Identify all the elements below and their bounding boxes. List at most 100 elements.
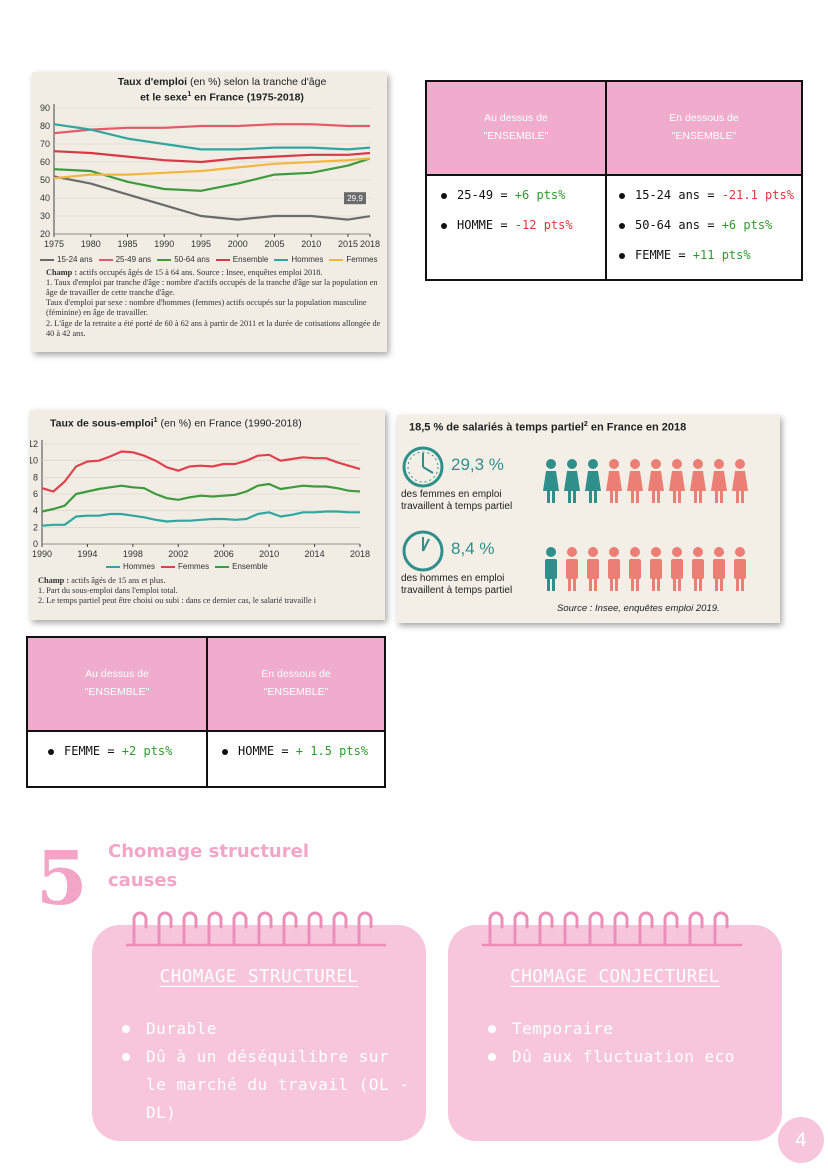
- binder-rings-icon: [482, 911, 742, 947]
- ring: [588, 911, 604, 947]
- woman-icon: [690, 459, 706, 503]
- man-icon: [608, 547, 620, 591]
- legend-swatch: [161, 565, 176, 568]
- chart-legend: Hommes Femmes Ensemble: [100, 562, 268, 571]
- table-header-below: En dessous de "ENSEMBLE": [206, 636, 386, 732]
- legend-label: 15-24 ans: [57, 255, 93, 264]
- man-icon: [650, 547, 662, 591]
- series-line-hommes: [41, 510, 360, 527]
- ring: [232, 911, 248, 947]
- ring: [488, 911, 504, 947]
- legend-label: Femmes: [178, 562, 210, 571]
- list-item: FEMME = +11 pts%: [613, 248, 801, 262]
- x-tick-label: 2010: [259, 549, 279, 559]
- x-tick-label: 2015: [338, 239, 358, 249]
- legend-swatch: [106, 565, 120, 568]
- x-tick-label: 2018: [360, 239, 380, 249]
- women-pictogram-row: [543, 459, 748, 503]
- y-tick-label: 0: [33, 539, 38, 549]
- y-tick-label: 6: [33, 489, 38, 499]
- table-cell-below: HOMME = + 1.5 pts%: [206, 730, 386, 788]
- list-item: FEMME = +2 pts%: [42, 744, 206, 758]
- chart-notes: Champ : actifs âgés de 15 ans et plus. 1…: [38, 576, 317, 606]
- series-line-ensemble: [53, 150, 371, 164]
- table-header-below: En dessous de "ENSEMBLE": [605, 80, 803, 176]
- ring: [613, 911, 629, 947]
- card-list: Durable Dû à un déséquilibre sur le marc…: [116, 1015, 416, 1127]
- legend-swatch: [215, 258, 230, 261]
- man-icon: [629, 547, 641, 591]
- ring: [663, 911, 679, 947]
- man-icon: [713, 547, 725, 591]
- man-icon: [587, 547, 599, 591]
- ring: [563, 911, 579, 947]
- series-line-femmes: [41, 450, 361, 493]
- employment-comparison-table: Au dessus de "ENSEMBLE" En dessous de "ENS…: [425, 80, 803, 281]
- legend-swatch: [40, 258, 54, 261]
- legend-label: Hommes: [123, 562, 156, 571]
- man-icon: [692, 547, 704, 591]
- x-tick-label: 2018: [350, 549, 370, 559]
- legend-label: Femmes: [346, 255, 378, 264]
- underemployment-plot: 0 2 4 6 8 10 12 1990 1994 1998 2002 2006 2010 2014 201…: [30, 439, 370, 559]
- ring: [157, 911, 173, 947]
- legend-label: 25-49 ans: [115, 255, 152, 264]
- table-header-above: Au dessus de "ENSEMBLE": [425, 80, 607, 176]
- list-item: HOMME = -12 pts%: [435, 218, 605, 232]
- y-tick-label: 20: [40, 229, 50, 239]
- table-cell-above: FEMME = +2 pts%: [26, 730, 208, 788]
- x-tick-label: 1994: [77, 549, 97, 559]
- y-tick-label: 12: [30, 439, 38, 449]
- end-value-badge: [344, 192, 366, 205]
- ring: [182, 911, 198, 947]
- list-item: HOMME = + 1.5 pts%: [216, 744, 384, 758]
- ring: [713, 911, 729, 947]
- underemployment-chart-photo: Taux de sous-emploi1 (en %) en France (1…: [30, 410, 385, 620]
- legend-swatch: [98, 258, 113, 261]
- x-tick-label: 2000: [228, 239, 248, 249]
- legend-label: Ensemble: [232, 255, 269, 264]
- series-line-hommes: [53, 123, 371, 151]
- infographic-source: Source : Insee, enquêtes emploi 2019.: [557, 603, 720, 614]
- legend-swatch: [157, 258, 172, 261]
- employment-rate-chart-photo: Taux d'emploi (en %) selon la tranche d'…: [32, 72, 387, 352]
- list-item: Dû à un déséquilibre sur le marché du tr…: [116, 1043, 416, 1127]
- underemployment-comparison-table: Au dessus de "ENSEMBLE" En dessous de "ENS…: [26, 636, 386, 788]
- ring: [357, 911, 373, 947]
- series-line-25-49-ans: [53, 123, 370, 135]
- card-heading: CHOMAGE STRUCTUREL: [159, 967, 359, 987]
- y-tick-label: 80: [40, 121, 50, 131]
- chart-legend: 15-24 ans 25-49 ans 50-64 ans Ensemble Homme…: [34, 255, 378, 264]
- men-pictogram-row: [545, 547, 746, 591]
- man-icon: [545, 547, 557, 591]
- infographic-title: 18,5 % de salariés à temps partiel2 en F…: [409, 421, 687, 434]
- x-tick-label: 1990: [32, 549, 52, 559]
- part-time-infographic-photo: 18,5 % de salariés à temps partiel2 en F…: [397, 415, 780, 623]
- woman-icon: [648, 459, 664, 503]
- woman-icon: [585, 459, 601, 503]
- x-tick-label: 1995: [191, 239, 211, 249]
- legend-swatch: [274, 258, 289, 261]
- woman-icon: [732, 459, 748, 503]
- woman-icon: [564, 459, 580, 503]
- clock-icon: [402, 530, 444, 572]
- woman-icon: [543, 459, 559, 503]
- list-item: Durable: [116, 1015, 416, 1043]
- x-tick-label: 1980: [81, 239, 101, 249]
- y-tick-label: 30: [40, 211, 50, 221]
- woman-icon: [669, 459, 685, 503]
- y-tick-label: 70: [40, 139, 50, 149]
- man-icon: [566, 547, 578, 591]
- table-cell-above: 25-49 = +6 pts% HOMME = -12 pts%: [425, 174, 607, 281]
- employment-rate-plot: 20 30 40 50 60 70 80 90 1975 1980 1985 1990 1995 2000…: [40, 103, 380, 249]
- men-caption: des hommes en emploi travaillent à temps …: [401, 573, 513, 596]
- legend-swatch: [329, 258, 344, 261]
- list-item: Dû aux fluctuation eco: [482, 1043, 772, 1071]
- legend-swatch: [215, 565, 230, 568]
- ring: [307, 911, 323, 947]
- ring: [688, 911, 704, 947]
- table-header-above: Au dessus de "ENSEMBLE": [26, 636, 208, 732]
- y-tick-label: 10: [30, 456, 38, 466]
- men-percentage: 8,4 %: [451, 539, 495, 558]
- y-tick-label: 40: [40, 193, 50, 203]
